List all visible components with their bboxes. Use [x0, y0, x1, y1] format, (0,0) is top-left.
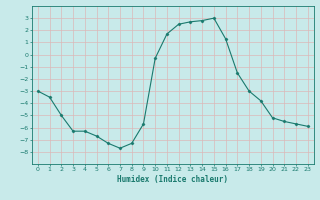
- X-axis label: Humidex (Indice chaleur): Humidex (Indice chaleur): [117, 175, 228, 184]
